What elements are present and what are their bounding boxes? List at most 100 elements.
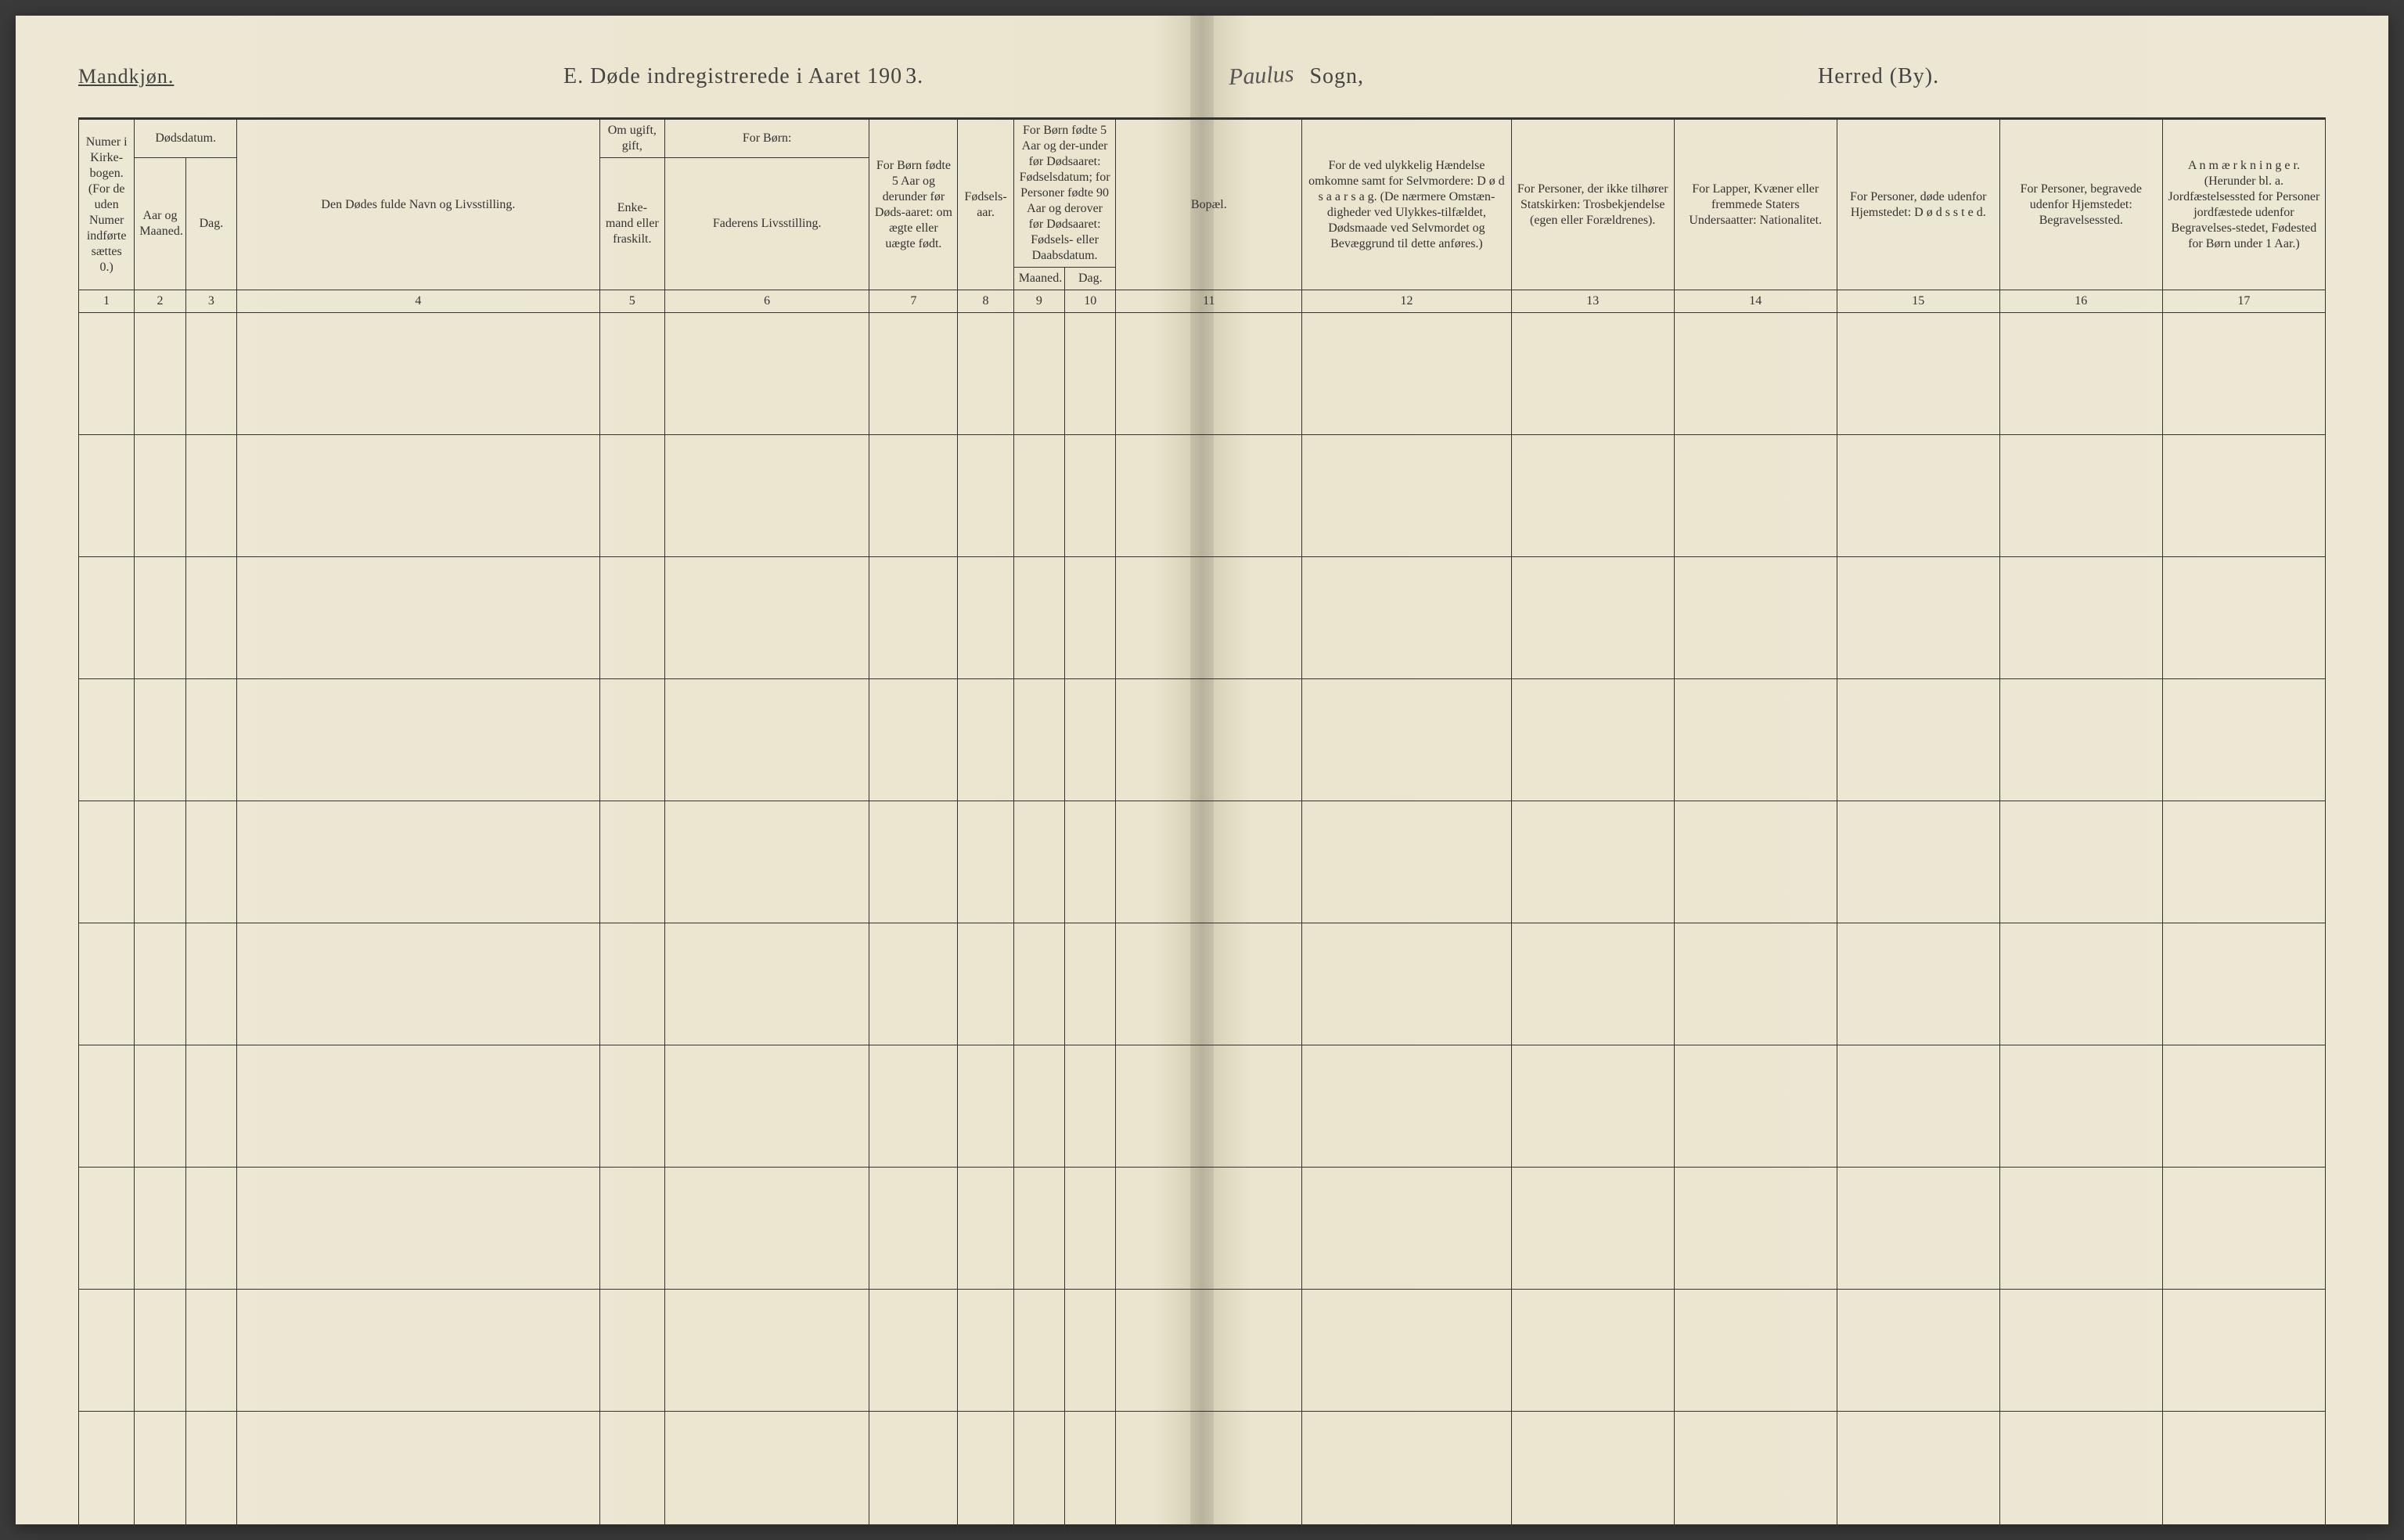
table-cell <box>237 1168 600 1290</box>
table-cell <box>958 679 1013 801</box>
table-cell <box>79 1290 135 1412</box>
table-cell <box>135 557 185 679</box>
col-12-head: For de ved ulykkelig Hændelse omkomne sa… <box>1302 120 1511 290</box>
table-cell <box>664 923 869 1045</box>
table-cell <box>958 1412 1013 1534</box>
table-row <box>79 801 2326 923</box>
table-cell <box>599 557 664 679</box>
table-cell <box>1116 435 1302 557</box>
table-cell <box>1302 1045 1511 1168</box>
table-cell <box>1999 679 2162 801</box>
table-cell <box>135 923 185 1045</box>
table-cell <box>237 923 600 1045</box>
table-cell <box>185 435 236 557</box>
table-cell <box>237 1290 600 1412</box>
table-cell <box>2162 801 2325 923</box>
table-cell <box>1511 1168 1674 1290</box>
page-header: Mandkjøn. E. Døde indregistrerede i Aare… <box>78 63 2326 102</box>
col-11-head: Bopæl. <box>1116 120 1302 290</box>
col-1-head: Numer i Kirke-bogen. (For de uden Numer … <box>79 120 135 290</box>
table-cell <box>664 679 869 801</box>
table-cell <box>185 1045 236 1168</box>
col-9-head: Maaned. <box>1013 268 1064 290</box>
table-cell <box>1302 435 1511 557</box>
title-period: . <box>917 64 923 88</box>
table-cell <box>1999 313 2162 435</box>
table-cell <box>664 435 869 557</box>
table-cell <box>599 923 664 1045</box>
table-cell <box>185 1412 236 1534</box>
table-cell <box>599 1168 664 1290</box>
table-cell <box>1511 1412 1674 1534</box>
colnum-15: 15 <box>1837 290 1999 313</box>
table-cell <box>1013 1045 1064 1168</box>
table-cell <box>1999 1045 2162 1168</box>
table-cell <box>1837 1412 1999 1534</box>
table-cell <box>2162 679 2325 801</box>
table-cell <box>1013 1290 1064 1412</box>
table-row <box>79 557 2326 679</box>
table-cell <box>1116 1412 1302 1534</box>
colnum-4: 4 <box>237 290 600 313</box>
table-cell <box>1511 1290 1674 1412</box>
title-prefix: E. Døde indregistrerede i Aaret 190 <box>563 64 902 88</box>
table-cell <box>1674 435 1837 557</box>
table-cell <box>2162 435 2325 557</box>
col-17-head: A n m æ r k n i n g e r. (Herunder bl. a… <box>2162 120 2325 290</box>
table-cell <box>664 313 869 435</box>
table-cell <box>1674 801 1837 923</box>
table-cell <box>1674 557 1837 679</box>
table-cell <box>237 557 600 679</box>
table-cell <box>1674 313 1837 435</box>
table-cell <box>1511 801 1674 923</box>
colnum-11: 11 <box>1116 290 1302 313</box>
table-cell <box>1999 435 2162 557</box>
table-cell <box>1511 1045 1674 1168</box>
table-cell <box>1013 557 1064 679</box>
table-cell <box>1999 1290 2162 1412</box>
col-2-head: Aar og Maaned. <box>135 158 185 290</box>
parish-handwritten: Paulus <box>1228 61 1294 91</box>
table-row <box>79 435 2326 557</box>
table-cell <box>185 313 236 435</box>
col-13-head: For Personer, der ikke tilhører Statskir… <box>1511 120 1674 290</box>
col-9-10-group: For Børn fødte 5 Aar og der-under før Dø… <box>1013 120 1116 268</box>
table-cell <box>1013 313 1064 435</box>
table-cell <box>79 313 135 435</box>
table-cell <box>135 313 185 435</box>
colnum-10: 10 <box>1065 290 1116 313</box>
table-cell <box>2162 923 2325 1045</box>
table-cell <box>2162 313 2325 435</box>
table-body <box>79 313 2326 1534</box>
table-cell <box>869 557 958 679</box>
table-cell <box>1013 923 1064 1045</box>
col-16-head: For Personer, begravede udenfor Hjemsted… <box>1999 120 2162 290</box>
table-cell <box>237 679 600 801</box>
table-cell <box>1065 801 1116 923</box>
gender-label: Mandkjøn. <box>78 65 297 88</box>
table-cell <box>1674 923 1837 1045</box>
table-cell <box>599 1412 664 1534</box>
colnum-1: 1 <box>79 290 135 313</box>
table-row <box>79 679 2326 801</box>
table-cell <box>1511 557 1674 679</box>
table-cell <box>1837 801 1999 923</box>
table-cell <box>1013 1168 1064 1290</box>
table-cell <box>869 313 958 435</box>
table-cell <box>1116 679 1302 801</box>
colnum-3: 3 <box>185 290 236 313</box>
table-cell <box>1674 679 1837 801</box>
col-8-head: Fødsels-aar. <box>958 120 1013 290</box>
year-handwritten: 3 <box>905 64 917 88</box>
colnum-12: 12 <box>1302 290 1511 313</box>
col-6-head-bot: Faderens Livsstilling. <box>664 158 869 290</box>
table-cell <box>237 1045 600 1168</box>
table-cell <box>1674 1168 1837 1290</box>
table-cell <box>1999 1412 2162 1534</box>
col-4-head: Den Dødes fulde Navn og Livsstilling. <box>237 120 600 290</box>
table-cell <box>185 679 236 801</box>
table-cell <box>664 1045 869 1168</box>
table-cell <box>1674 1045 1837 1168</box>
table-cell <box>1013 1412 1064 1534</box>
table-cell <box>1837 1168 1999 1290</box>
